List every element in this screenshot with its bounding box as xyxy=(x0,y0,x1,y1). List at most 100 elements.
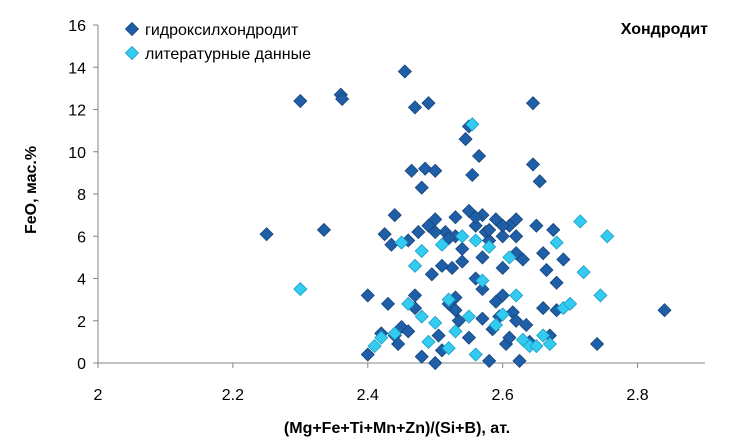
data-point xyxy=(495,218,510,233)
data-point xyxy=(448,303,463,318)
data-point xyxy=(495,288,510,303)
data-point xyxy=(468,218,483,233)
y-tick-label: 0 xyxy=(77,356,86,373)
data-point xyxy=(509,288,524,303)
data-point xyxy=(512,353,527,368)
data-point xyxy=(475,250,490,265)
data-point xyxy=(539,262,554,278)
data-point xyxy=(556,252,571,267)
legend-label: гидроксилхондродит xyxy=(145,22,299,39)
data-point xyxy=(374,330,389,345)
series-2 xyxy=(293,117,615,362)
data-point xyxy=(404,163,419,178)
data-point xyxy=(414,309,429,324)
data-point xyxy=(482,353,497,368)
data-point xyxy=(509,229,524,244)
data-point xyxy=(475,281,490,297)
chart-title: Хондродит xyxy=(621,21,708,38)
y-tick-label: 8 xyxy=(77,187,86,204)
y-tick-label: 4 xyxy=(77,272,86,289)
data-point xyxy=(407,258,423,273)
data-point xyxy=(657,303,672,318)
data-point xyxy=(380,296,396,311)
data-point xyxy=(542,336,557,352)
data-point xyxy=(502,330,517,345)
data-point xyxy=(401,324,416,339)
x-tick-label: 2.6 xyxy=(492,387,514,404)
data-point xyxy=(293,281,308,297)
data-point xyxy=(495,260,510,276)
data-point xyxy=(461,330,477,345)
legend: гидроксилхондродит литературные данные xyxy=(124,21,311,63)
data-point xyxy=(448,210,463,225)
data-point xyxy=(563,296,578,311)
y-tick-label: 14 xyxy=(68,60,86,77)
data-point xyxy=(441,292,456,307)
data-point xyxy=(509,313,524,328)
data-point xyxy=(600,229,615,244)
data-point xyxy=(536,301,551,316)
x-tick-label: 2.2 xyxy=(222,387,244,404)
data-point xyxy=(482,222,497,237)
data-point xyxy=(428,315,443,330)
data-point xyxy=(414,180,429,195)
legend-label: литературные данные xyxy=(145,46,311,63)
data-point xyxy=(590,336,605,352)
data-point xyxy=(465,167,480,183)
data-point xyxy=(546,222,561,237)
data-point xyxy=(458,132,473,147)
legend-marker xyxy=(124,21,140,37)
data-point xyxy=(445,260,460,276)
series-1 xyxy=(259,64,672,371)
data-point xyxy=(529,339,544,354)
data-point xyxy=(384,237,399,252)
data-point xyxy=(465,117,480,132)
data-point xyxy=(401,296,416,311)
data-point xyxy=(529,218,544,233)
y-tick-label: 6 xyxy=(77,229,86,246)
data-point xyxy=(509,212,524,227)
data-point xyxy=(293,93,308,109)
data-point xyxy=(407,100,423,115)
data-point xyxy=(428,224,443,240)
data-point xyxy=(434,237,450,252)
data-point xyxy=(475,273,490,288)
data-point xyxy=(455,229,470,244)
data-points xyxy=(259,64,672,371)
data-point xyxy=(475,311,490,326)
x-tick-label: 2.8 xyxy=(626,387,648,404)
data-point xyxy=(448,324,463,339)
data-point xyxy=(495,229,510,244)
data-point xyxy=(532,174,547,189)
data-point xyxy=(428,163,443,178)
data-point xyxy=(418,161,433,176)
data-point xyxy=(391,336,406,352)
y-tick-label: 2 xyxy=(77,314,86,331)
data-point xyxy=(259,227,274,242)
data-point xyxy=(482,239,497,254)
data-point xyxy=(434,258,450,273)
data-point xyxy=(573,214,588,229)
x-axis-title: (Mg+Fe+Ti+Mn+Zn)/(Si+B), ат. xyxy=(284,420,510,437)
x-axis-ticks: 2 2.2 2.4 2.6 2.8 xyxy=(94,363,649,404)
data-point xyxy=(488,317,503,333)
data-point xyxy=(451,313,466,328)
y-tick-label: 10 xyxy=(68,145,86,162)
data-point xyxy=(414,243,429,259)
data-point xyxy=(515,252,530,267)
data-point xyxy=(335,91,350,107)
data-point xyxy=(316,222,332,237)
y-axis-title: FeO, мас.% xyxy=(23,146,40,234)
data-point xyxy=(411,224,426,240)
data-point xyxy=(461,309,477,324)
data-point xyxy=(471,148,487,164)
data-point xyxy=(593,288,608,303)
data-point xyxy=(367,339,382,354)
data-point xyxy=(421,334,436,349)
data-point xyxy=(387,208,402,223)
data-point xyxy=(387,326,402,341)
data-point xyxy=(394,235,409,250)
data-point xyxy=(536,328,551,343)
y-axis-ticks: 0 2 4 6 8 10 12 14 16 xyxy=(68,18,98,373)
